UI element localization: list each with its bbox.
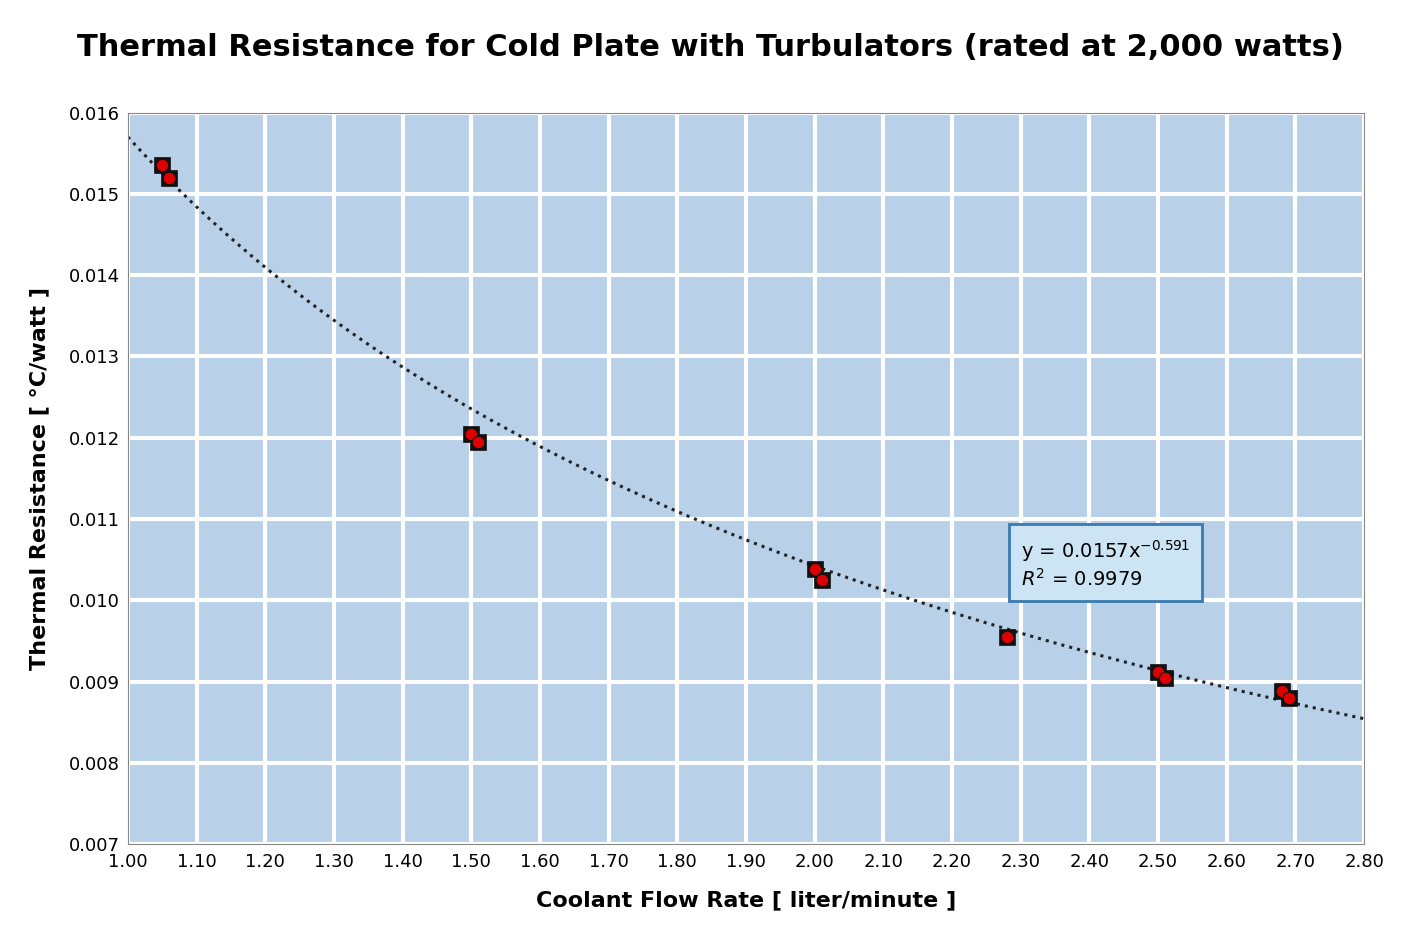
Text: Thermal Resistance for Cold Plate with Turbulators (rated at 2,000 watts): Thermal Resistance for Cold Plate with T… <box>77 33 1344 62</box>
Text: y = 0.0157x$^{-0.591}$
$R^2$ = 0.9979: y = 0.0157x$^{-0.591}$ $R^2$ = 0.9979 <box>1020 538 1189 589</box>
Y-axis label: Thermal Resistance [ °C/watt ]: Thermal Resistance [ °C/watt ] <box>28 287 48 670</box>
X-axis label: Coolant Flow Rate [ liter/minute ]: Coolant Flow Rate [ liter/minute ] <box>536 890 956 910</box>
